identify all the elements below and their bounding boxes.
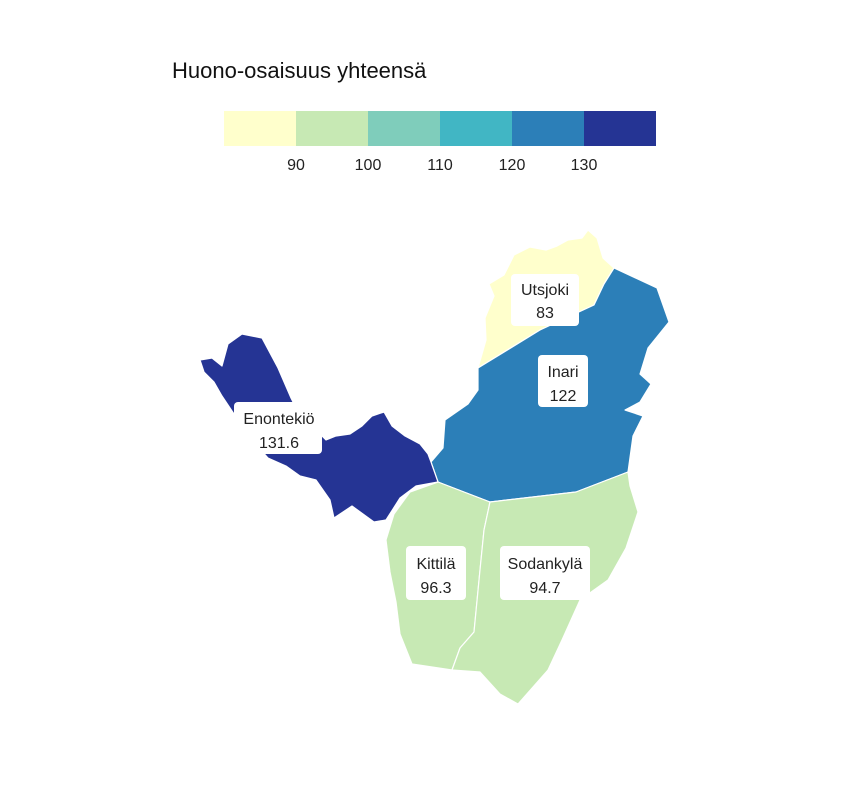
legend-swatch-6 xyxy=(584,111,656,146)
legend-swatch-4 xyxy=(440,111,512,146)
label-box xyxy=(500,546,590,600)
region-name: Enontekiö xyxy=(243,411,314,428)
label-box xyxy=(406,546,466,600)
region-name: Utsjoki xyxy=(521,282,569,299)
region-labels: Utsjoki 83 Inari 122 Enontekiö 131.6 Kit… xyxy=(234,274,590,600)
legend-tick-label: 120 xyxy=(499,157,526,174)
legend-swatch-2 xyxy=(296,111,368,146)
region-label-enontekio: Enontekiö 131.6 xyxy=(234,402,322,454)
region-label-kittila: Kittilä 96.3 xyxy=(406,546,466,600)
region-value: 94.7 xyxy=(529,580,560,597)
region-label-utsjoki: Utsjoki 83 xyxy=(511,274,579,326)
legend-swatch-5 xyxy=(512,111,584,146)
region-name: Kittilä xyxy=(416,556,455,573)
legend-tick-label: 90 xyxy=(287,157,305,174)
legend-colorbar xyxy=(224,111,656,146)
region-value: 122 xyxy=(550,388,577,405)
legend-tick-label: 130 xyxy=(571,157,598,174)
region-value: 83 xyxy=(536,305,554,322)
regions xyxy=(199,229,670,705)
legend-swatch-3 xyxy=(368,111,440,146)
region-value: 131.6 xyxy=(259,435,299,452)
region-label-sodankyla: Sodankylä 94.7 xyxy=(500,546,590,600)
legend-swatch-1 xyxy=(224,111,296,146)
label-box xyxy=(234,402,322,454)
label-box xyxy=(538,355,588,407)
legend-tick-label: 110 xyxy=(427,157,453,174)
region-name: Sodankylä xyxy=(508,556,583,573)
region-value: 96.3 xyxy=(420,580,451,597)
label-box xyxy=(511,274,579,326)
legend-tick-label: 100 xyxy=(355,157,382,174)
region-name: Inari xyxy=(547,364,578,381)
legend-title: Huono-osaisuus yhteensä xyxy=(172,58,427,83)
region-enontekio[interactable] xyxy=(199,333,439,523)
region-label-inari: Inari 122 xyxy=(538,355,588,407)
legend-ticks: 90 100 110 120 130 xyxy=(287,157,597,174)
legend: Huono-osaisuus yhteensä 90 100 110 120 1… xyxy=(172,58,656,174)
